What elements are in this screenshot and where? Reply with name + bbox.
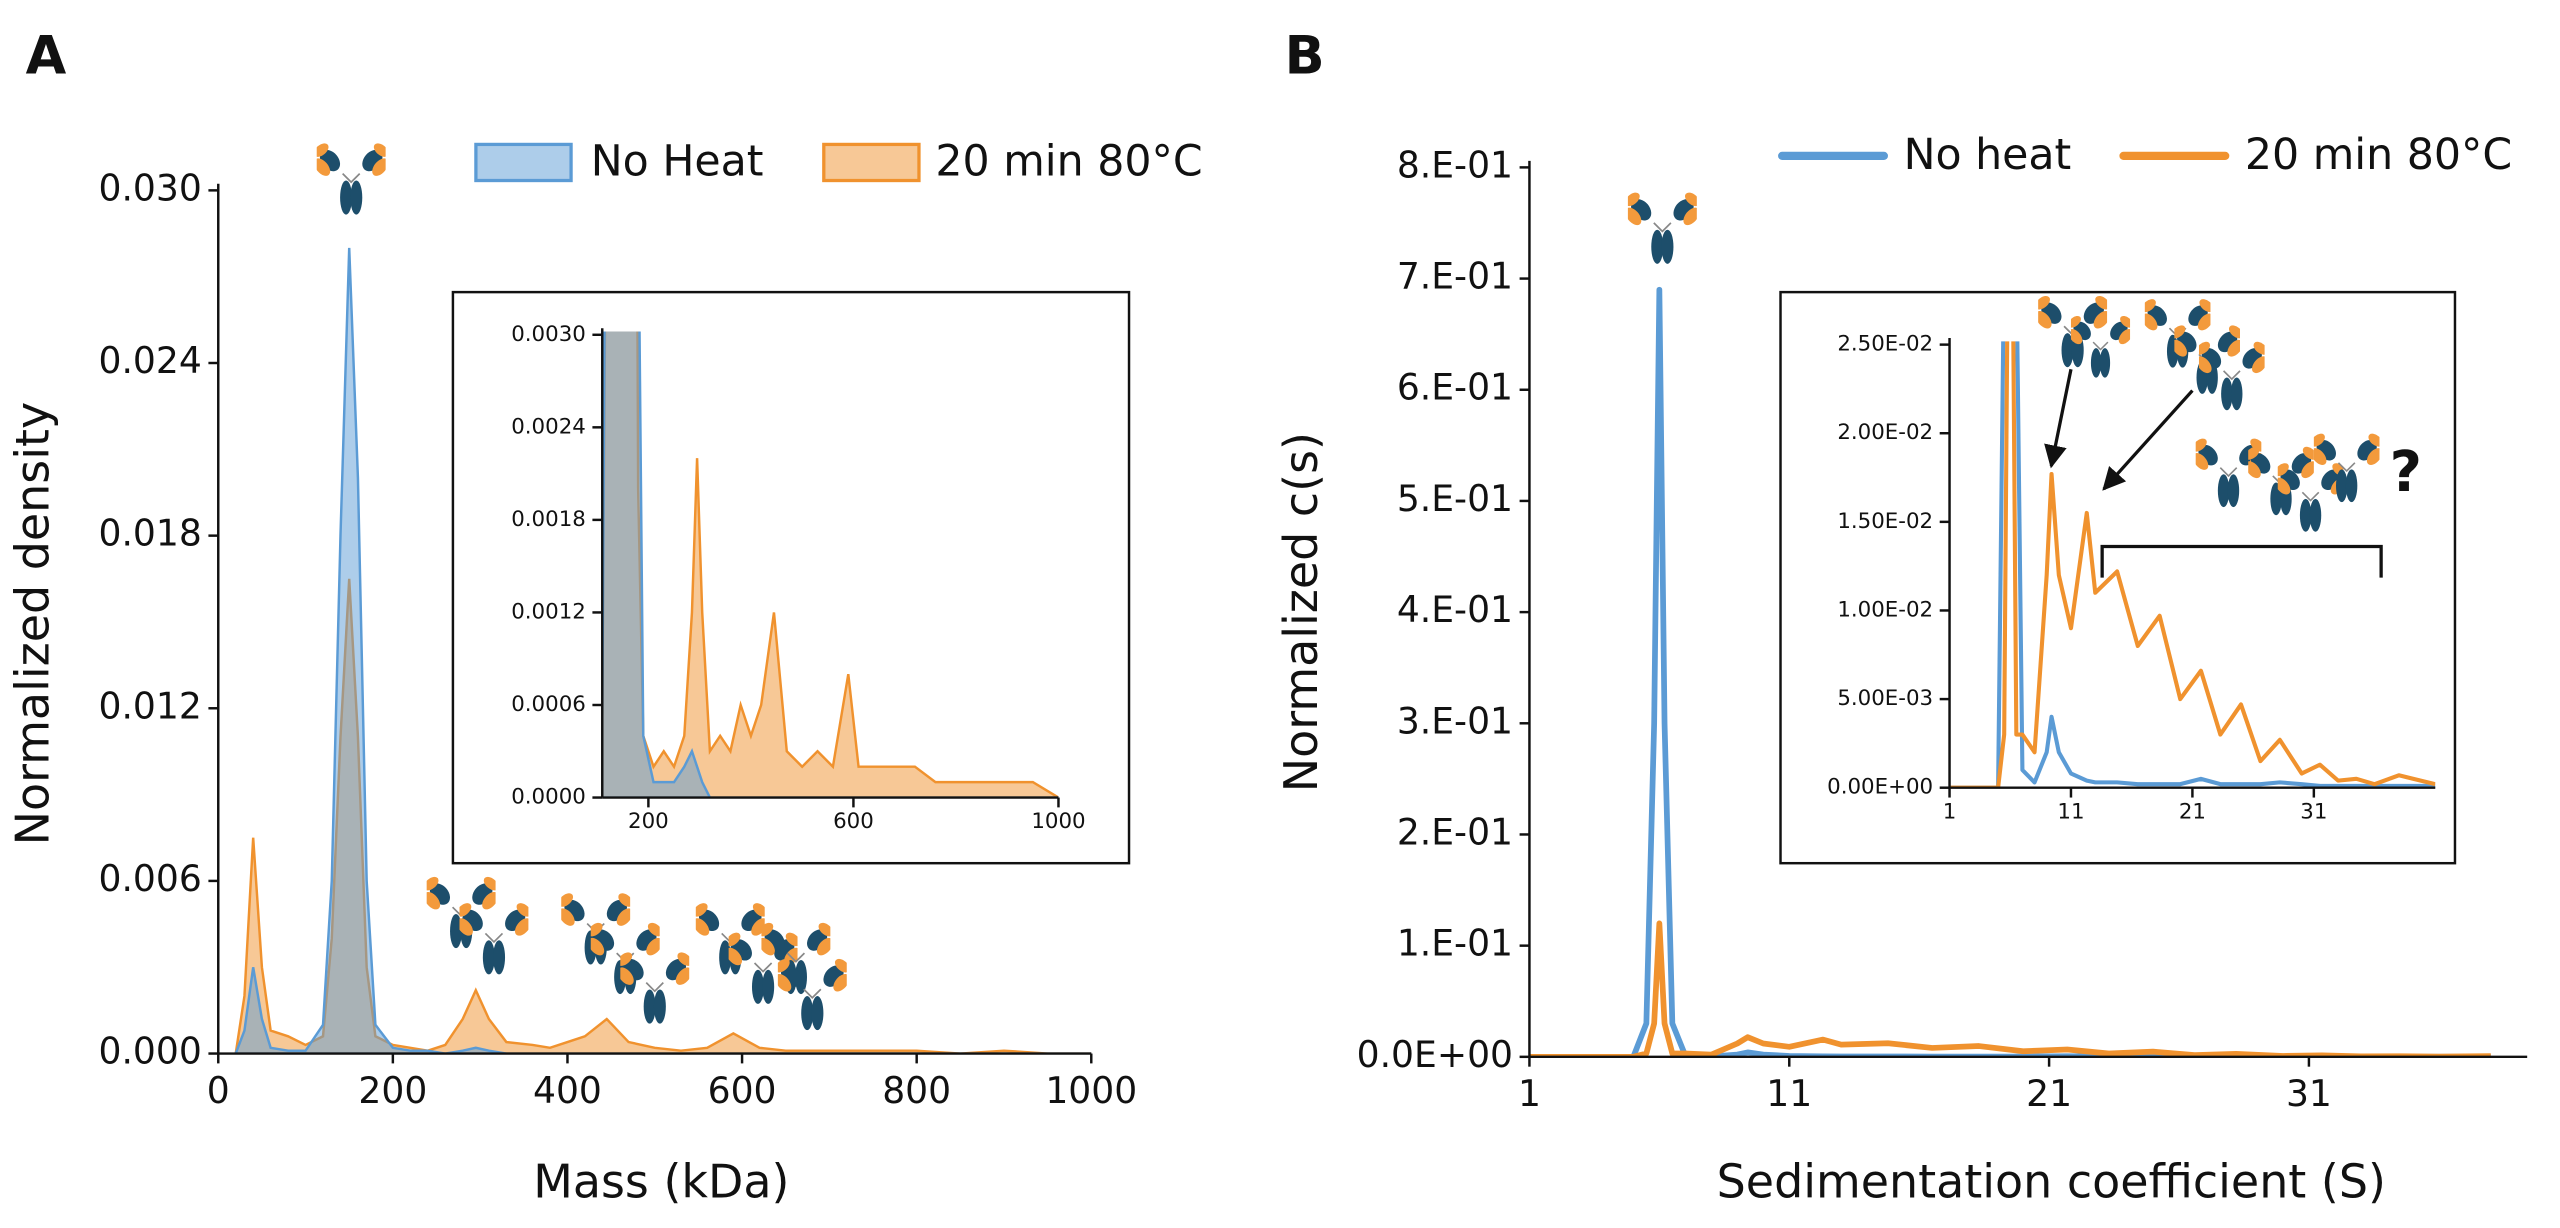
x-axis-label: Sedimentation coefficient (S) [1717, 1154, 2386, 1208]
y-tick-label: 1.E-01 [1397, 922, 1513, 965]
legend-swatch [822, 142, 921, 183]
y-tick-label: 0.000 [99, 1030, 202, 1073]
x-tick-label: 1 [1943, 799, 1957, 824]
arrow [2102, 389, 2194, 491]
y-tick-label: 7.E-01 [1397, 255, 1513, 298]
y-tick-label: 0.00E+00 [1827, 775, 1933, 800]
x-tick-label: 800 [882, 1069, 951, 1112]
y-tick-label: 0.0030 [511, 322, 586, 347]
monomer-icon [1627, 189, 1697, 265]
x-tick-label: 31 [2300, 799, 2327, 824]
arrow [2044, 368, 2073, 469]
panel-label: B [1285, 26, 1325, 87]
x-tick-label: 0 [207, 1069, 230, 1112]
y-tick-label: 0.030 [99, 166, 202, 209]
y-tick-label: 8.E-01 [1397, 143, 1513, 186]
bracket [2100, 544, 2383, 578]
x-tick-label: 11 [1766, 1072, 1812, 1115]
x-tick-label: 200 [628, 809, 669, 834]
x-axis-label: Mass (kDa) [533, 1154, 789, 1208]
x-tick-label: 600 [708, 1069, 777, 1112]
y-tick-label: 0.006 [99, 857, 202, 900]
tetramer-icon [777, 955, 847, 1032]
y-tick-label: 2.50E-02 [1837, 332, 1933, 357]
x-tick-label: 1000 [1031, 809, 1085, 834]
legend-label: No heat [1904, 130, 2072, 180]
x-tick-label: 31 [2286, 1072, 2332, 1115]
y-tick-label: 2.00E-02 [1837, 420, 1933, 445]
x-tick-label: 21 [2026, 1072, 2072, 1115]
y-tick-label: 0.024 [99, 339, 202, 382]
x-tick-label: 400 [533, 1069, 602, 1112]
y-tick-label: 3.E-01 [1397, 699, 1513, 742]
line [1949, 341, 2436, 788]
plot-area [234, 247, 1092, 1054]
y-tick-label: 0.0012 [511, 599, 586, 624]
inset-annotations [2044, 368, 2383, 578]
x-tick-label: 200 [358, 1069, 427, 1112]
x-tick-label: 1 [1518, 1072, 1541, 1115]
monomer-icon [316, 139, 386, 216]
legend-swatch [474, 142, 573, 183]
line [1949, 341, 2436, 788]
y-tick-label: 1.50E-02 [1837, 509, 1933, 534]
panel-label: A [26, 26, 67, 87]
y-tick-label: 5.00E-03 [1837, 686, 1933, 711]
legend-label: 20 min 80°C [935, 137, 1202, 187]
annotation: ? [2390, 440, 2422, 505]
x-tick-label: 11 [2057, 799, 2084, 824]
legend-label: 20 min 80°C [2245, 130, 2512, 180]
y-tick-label: 0.0000 [511, 785, 586, 810]
y-axis-label: Normalized density [6, 402, 60, 846]
plot-area [1949, 341, 2436, 788]
y-tick-label: 0.012 [99, 684, 202, 727]
y-tick-label: 0.018 [99, 512, 202, 555]
x-tick-label: 1000 [1045, 1069, 1137, 1112]
y-axis-label: Normalized c(s) [1274, 432, 1328, 792]
y-tick-label: 0.0018 [511, 507, 586, 532]
y-tick-label: 4.E-01 [1397, 588, 1513, 631]
plot-area [602, 331, 1059, 798]
legend-label: No Heat [591, 137, 764, 187]
y-tick-label: 0.0E+00 [1357, 1033, 1513, 1076]
y-tick-label: 6.E-01 [1397, 366, 1513, 409]
y-tick-label: 0.0006 [511, 692, 586, 717]
y-tick-label: 0.0024 [511, 414, 586, 439]
y-tick-label: 5.E-01 [1397, 477, 1513, 520]
x-tick-label: 600 [833, 809, 874, 834]
y-tick-label: 1.00E-02 [1837, 597, 1933, 622]
y-tick-label: 2.E-01 [1397, 810, 1513, 853]
area [602, 331, 1059, 798]
x-tick-label: 21 [2179, 799, 2206, 824]
area [234, 247, 1092, 1054]
